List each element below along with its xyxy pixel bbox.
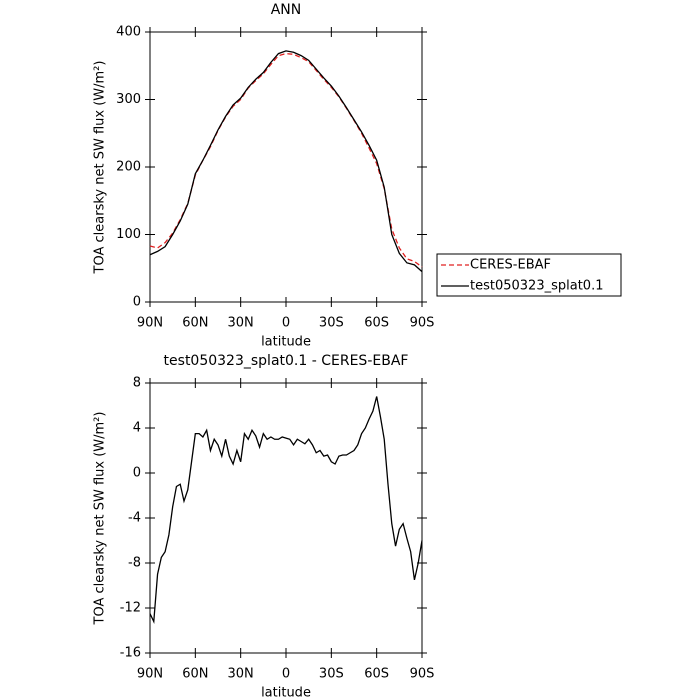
- x-tick-label: 30N: [228, 316, 254, 331]
- chart-title: test050323_splat0.1 - CERES-EBAF: [164, 353, 409, 369]
- y-axis-label: TOA clearsky net SW flux (W/m²): [93, 412, 108, 626]
- x-axis-label: latitude: [261, 335, 311, 350]
- x-tick-label: 60N: [182, 667, 208, 682]
- y-tick-label: -12: [120, 601, 141, 616]
- x-tick-label: 90N: [137, 316, 163, 331]
- x-tick-label: 60N: [182, 316, 208, 331]
- x-tick-label: 0: [282, 667, 290, 682]
- y-tick-label: 0: [133, 466, 141, 481]
- data-line: [149, 52, 423, 268]
- y-tick-label: 4: [133, 421, 141, 436]
- y-tick-label: 8: [133, 376, 141, 391]
- x-tick-label: 60S: [364, 316, 389, 331]
- x-tick-label: 30S: [319, 667, 344, 682]
- data-line: [149, 396, 423, 624]
- x-tick-label: 30N: [228, 667, 254, 682]
- x-tick-label: 30S: [319, 316, 344, 331]
- y-tick-label: -4: [128, 511, 141, 526]
- y-tick-label: -8: [128, 556, 141, 571]
- y-tick-label: 0: [133, 295, 141, 310]
- x-tick-label: 90S: [410, 316, 435, 331]
- x-axis-label: latitude: [261, 686, 311, 700]
- x-tick-label: 0: [282, 316, 290, 331]
- y-axis-label: TOA clearsky net SW flux (W/m²): [93, 61, 108, 275]
- y-tick-label: 200: [116, 160, 141, 175]
- x-tick-label: 90S: [410, 667, 435, 682]
- chart-title: ANN: [271, 2, 302, 18]
- legend-label: CERES-EBAF: [470, 258, 551, 273]
- y-tick-label: 300: [116, 92, 141, 107]
- legend-label: test050323_splat0.1: [470, 279, 603, 294]
- y-tick-label: -16: [120, 646, 141, 661]
- plot-frame: [149, 31, 423, 303]
- x-tick-label: 60S: [364, 667, 389, 682]
- y-tick-label: 400: [116, 25, 141, 40]
- data-line: [149, 50, 423, 273]
- legend-box: [436, 253, 622, 297]
- x-tick-label: 90N: [137, 667, 163, 682]
- y-tick-label: 100: [116, 227, 141, 242]
